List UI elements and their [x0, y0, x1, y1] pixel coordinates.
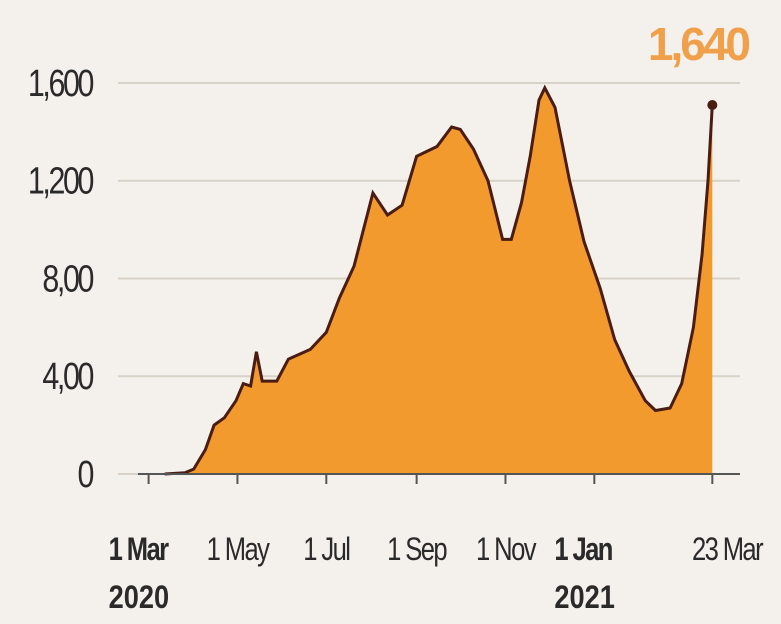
x-tick-label: 1 Sep: [387, 532, 446, 567]
y-tick-label: 1,600: [28, 63, 93, 105]
x-tick-year: 2021: [554, 580, 614, 616]
y-tick-label: 4,00: [42, 356, 93, 398]
y-tick-label: 8,00: [42, 258, 93, 300]
y-tick-label: 0: [77, 454, 93, 496]
x-tick-label: 1 Mar: [109, 532, 169, 567]
x-tick-label: 1 May: [207, 532, 271, 567]
x-tick-label: 1 Nov: [476, 532, 537, 567]
x-tick-label: 23 Mar: [692, 532, 764, 567]
x-tick-year: 2020: [109, 580, 169, 616]
annotation: 1,640: [648, 18, 750, 70]
area: [164, 87, 713, 475]
y-tick-label: 1,200: [28, 161, 93, 203]
x-tick-label: 1 Jan: [554, 532, 612, 567]
x-tick-label: 1 Jul: [303, 532, 349, 567]
line: [164, 84, 714, 476]
end-dot: [707, 99, 718, 110]
